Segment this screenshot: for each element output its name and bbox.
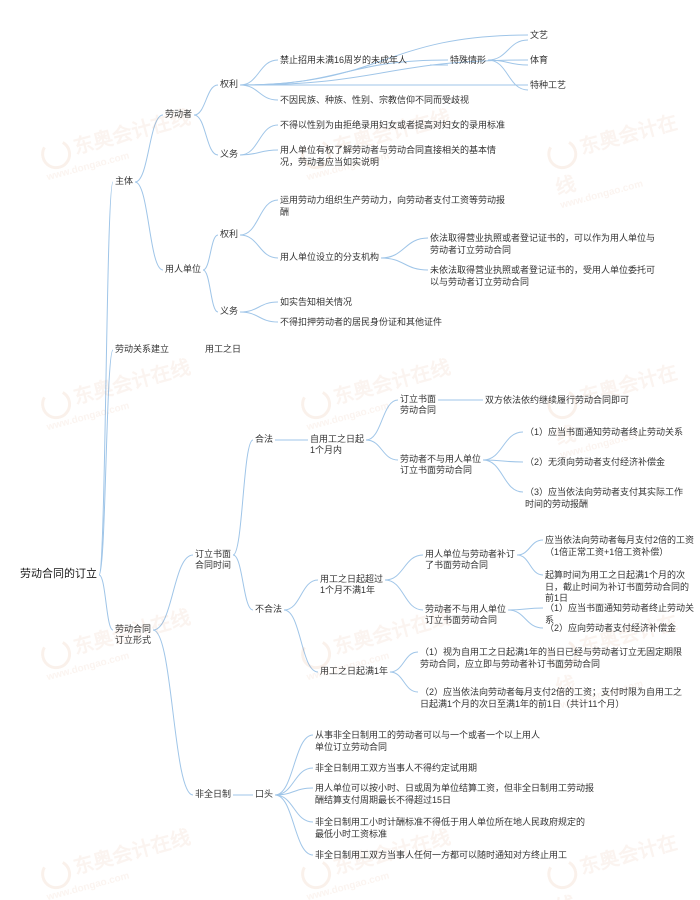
mindmap-leaf: 特种工艺 [530, 80, 590, 92]
mindmap-leaf: 起算时间为用工之日起满1个月的次日，截止时间为补订书面劳动合同的前1日 [545, 570, 695, 605]
mindmap-leaf: 禁止招用未满16周岁的未成年人 [280, 55, 460, 67]
mindmap-node: 主体 [115, 176, 133, 188]
mindmap-leaf: 应当依法向劳动者每月支付2倍的工资（1倍正常工资+1倍工资补偿） [545, 535, 695, 558]
mindmap-leaf: （3）应当依法向劳动者支付其实际工作时间的劳动报酬 [525, 487, 685, 510]
mindmap-leaf: 用人单位可以按小时、日或周为单位结算工资，但非全日制用工劳动报酬结算支付周期最长… [315, 783, 595, 806]
mindmap-node: 不合法 [255, 604, 282, 616]
mindmap-leaf: 非全日制用工双方当事人任何一方都可以随时通知对方终止用工 [315, 850, 585, 862]
mindmap-leaf: （2）应向劳动者支付经济补偿金 [545, 623, 695, 635]
mindmap-node: 用工之日 [205, 344, 241, 356]
mindmap-leaf: （2）应当依法向劳动者每月支付2倍的工资；支付时限为自用工之日起满1个月的次日至… [420, 687, 685, 710]
mindmap-leaf: 体育 [530, 55, 590, 67]
mindmap-leaf: 如实告知相关情况 [280, 297, 480, 309]
mindmap-node: 义务 [220, 306, 238, 318]
mindmap-leaf: 不得以性别为由拒绝录用妇女或者提高对妇女的录用标准 [280, 120, 520, 132]
mindmap-leaf: （2）无须向劳动者支付经济补偿金 [525, 457, 685, 469]
mindmap-node: 用工之日起超过 1个月不满1年 [320, 574, 383, 597]
mindmap-node: 权利 [220, 79, 238, 91]
mindmap-leaf: 用人单位有权了解劳动者与劳动合同直接相关的基本情况，劳动者应当如实说明 [280, 145, 510, 168]
mindmap-leaf: 非全日制用工双方当事人不得约定试用期 [315, 763, 545, 775]
mindmap-leaf: 未依法取得营业执照或者登记证书的，受用人单位委托可以与劳动者订立劳动合同 [430, 265, 660, 288]
mindmap-leaf: 不因民族、种族、性别、宗教信仰不同而受歧视 [280, 95, 500, 107]
mindmap-node: 口头 [255, 789, 273, 801]
mindmap-leaf: 依法取得营业执照或者登记证书的，可以作为用人单位与劳动者订立劳动合同 [430, 233, 660, 256]
mindmap-node: 订立书面 劳动合同 [400, 394, 436, 417]
mindmap-node: 合法 [255, 434, 273, 446]
mindmap-node: 义务 [220, 149, 238, 161]
mindmap-leaf: 文艺 [530, 30, 590, 42]
mindmap-leaf: 特殊情形 [450, 55, 500, 67]
mindmap-node: 用人单位设立的分支机构 [280, 252, 379, 264]
mindmap-node: 劳动合同 订立形式 [115, 624, 151, 647]
mindmap-node: 自用工之日起 1个月内 [310, 434, 364, 457]
mindmap-leaf: 从事非全日制用工的劳动者可以与一个或者一个以上用人单位订立劳动合同 [315, 730, 545, 753]
mindmap-node: 劳动者 [165, 109, 192, 121]
mindmap-leaf: 不得扣押劳动者的居民身份证和其他证件 [280, 317, 510, 329]
mindmap-node: 订立书面 合同时间 [195, 549, 231, 572]
mindmap-node: 非全日制 [195, 789, 231, 801]
mindmap-node: 劳动关系建立 [115, 344, 169, 356]
mindmap-node: 权利 [220, 229, 238, 241]
mindmap-node: 劳动者不与用人单位 订立书面劳动合同 [400, 454, 481, 477]
mindmap-leaf: 双方依法依约继续履行劳动合同即可 [485, 395, 675, 407]
mindmap-leaf: （1）视为自用工之日起满1年的当日已经与劳动者订立无固定期限劳动合同，应立即与劳… [420, 647, 685, 670]
mindmap-leaf: 非全日制用工小时计酬标准不得低于用人单位所在地人民政府规定的最低小时工资标准 [315, 817, 585, 840]
mindmap-leaf: 运用劳动力组织生产劳动力，向劳动者支付工资等劳动报酬 [280, 195, 510, 218]
mindmap-node: 用人单位与劳动者补订 了书面劳动合同 [425, 549, 515, 572]
mindmap-leaf: （1）应当书面通知劳动者终止劳动关系 [525, 427, 685, 439]
mindmap-node: 用工之日起满1年 [320, 666, 388, 678]
mindmap-node: 用人单位 [165, 264, 201, 276]
mindmap-node: 劳动合同的订立 [20, 567, 97, 581]
mindmap-node: 劳动者不与用人单位 订立书面劳动合同 [425, 604, 506, 627]
